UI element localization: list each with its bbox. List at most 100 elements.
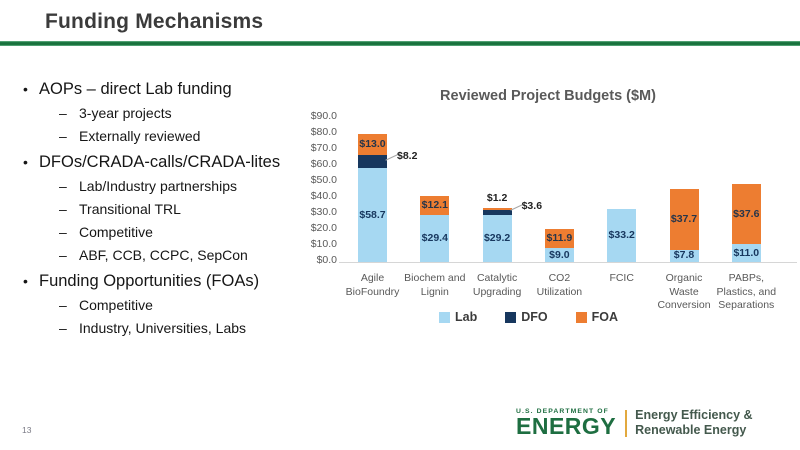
sub-bullet-label: Transitional TRL	[79, 201, 181, 217]
x-axis-line	[339, 262, 797, 263]
bar-segment-lab: $29.4	[420, 214, 450, 262]
bar-segment-lab: $9.0	[544, 247, 574, 262]
legend-label: Lab	[455, 310, 478, 324]
dash-icon: –	[59, 201, 67, 217]
bullet-label: DFOs/CRADA-calls/CRADA-lites	[39, 153, 281, 171]
dash-icon: –	[59, 105, 67, 121]
bullet-dfos: • DFOs/CRADA-calls/CRADA-lites	[12, 149, 307, 175]
y-axis-tick: $0.0	[316, 254, 337, 266]
bar-segment-lab: $58.7	[358, 168, 387, 262]
bullet-label: Funding Opportunities (FOAs)	[39, 272, 260, 290]
doe-eere-logo: U.S. DEPARTMENT OF ENERGY Energy Efficie…	[516, 408, 753, 438]
data-label: $13.0	[359, 138, 386, 151]
sub-bullet: – Competitive	[12, 294, 307, 317]
dash-icon: –	[59, 128, 67, 144]
data-label: $29.2	[483, 232, 511, 245]
stacked-bar: $33.2	[607, 208, 637, 262]
legend-item-foa: FOA	[575, 310, 619, 324]
slide-number: 13	[22, 425, 32, 435]
sub-bullet: – Competitive	[12, 221, 307, 244]
data-label: $7.8	[673, 249, 695, 262]
data-label: $37.6	[733, 208, 760, 221]
sub-bullet-label: Lab/Industry partnerships	[79, 178, 237, 194]
eere-label: Energy Efficiency & Renewable Energy	[635, 408, 752, 438]
bar-segment-foa: $12.1	[420, 195, 450, 215]
bar-segment-dfo	[358, 154, 387, 169]
y-axis-tick: $50.0	[310, 174, 337, 186]
sub-bullet: – Industry, Universities, Labs	[12, 317, 307, 340]
data-label: $9.0	[549, 248, 570, 261]
sub-bullet: – Transitional TRL	[12, 198, 307, 221]
bar-segment-foa: $37.6	[731, 184, 761, 245]
legend-swatch	[505, 311, 517, 323]
budget-stacked-bar-chart: Reviewed Project Budgets ($M) $90.0 $80.0…	[293, 86, 800, 348]
bullet-dot-icon: •	[23, 273, 28, 289]
y-axis-tick: $90.0	[310, 110, 337, 122]
sub-bullet: – Lab/Industry partnerships	[12, 175, 307, 198]
stacked-bar: $37.7 $7.8	[669, 189, 699, 262]
data-label: $11.0	[733, 246, 760, 259]
bullet-label: AOPs – direct Lab funding	[39, 80, 232, 98]
dash-icon: –	[59, 247, 67, 263]
sub-bullet: – Externally reviewed	[12, 125, 307, 148]
bar-segment-lab: $7.8	[669, 249, 699, 262]
data-label: $58.7	[359, 208, 386, 221]
chart-legend: Lab DFO FOA	[439, 310, 618, 324]
eere-line2: Renewable Energy	[635, 423, 747, 437]
bullet-foas: • Funding Opportunities (FOAs)	[12, 268, 307, 294]
title-underline-rule	[0, 41, 800, 46]
data-label: $33.2	[608, 229, 635, 242]
legend-swatch	[575, 311, 587, 323]
y-axis-tick: $60.0	[310, 158, 337, 170]
data-label: $12.1	[421, 199, 448, 212]
logo-divider	[625, 409, 628, 437]
x-axis-label: Biochem and Lignin	[404, 272, 466, 298]
bar-segment-lab: $29.2	[482, 215, 512, 262]
bar-segment-foa	[482, 207, 512, 210]
sub-bullet-label: Industry, Universities, Labs	[79, 320, 247, 336]
sub-bullet-label: Competitive	[79, 297, 153, 313]
bar-segment-foa: $11.9	[544, 228, 574, 248]
bar-segment-dfo	[482, 209, 512, 216]
y-axis-tick: $20.0	[310, 222, 337, 234]
sub-bullet-label: Externally reviewed	[79, 128, 201, 144]
y-axis-tick: $80.0	[310, 126, 337, 138]
bullet-dot-icon: •	[23, 154, 28, 170]
legend-swatch	[439, 311, 450, 323]
data-label: $11.9	[546, 231, 573, 244]
bullet-aops: • AOPs – direct Lab funding	[12, 76, 307, 102]
bullet-dot-icon: •	[23, 81, 28, 97]
sub-bullet-label: ABF, CCB, CCPC, SepCon	[79, 247, 248, 263]
chart-title: Reviewed Project Budgets ($M)	[440, 88, 656, 104]
sub-bullet-label: 3-year projects	[79, 105, 172, 121]
y-axis-tick: $30.0	[310, 206, 337, 218]
doe-logo-wordmark: U.S. DEPARTMENT OF ENERGY	[516, 408, 616, 438]
data-label-callout: $3.6	[521, 200, 543, 213]
stacked-bar: $12.1 $29.4	[420, 195, 450, 262]
data-label-callout: $8.2	[397, 149, 418, 162]
dash-icon: –	[59, 320, 67, 336]
legend-label: FOA	[591, 310, 619, 324]
dash-icon: –	[59, 178, 67, 194]
x-axis-label: FCIC	[609, 272, 634, 284]
x-axis-label: Agile BioFoundry	[345, 272, 400, 298]
sub-bullet: –3-year projects	[12, 102, 307, 125]
stacked-bar: $11.9 $9.0	[544, 228, 574, 262]
legend-item-lab: Lab	[439, 310, 477, 324]
sub-bullet-label: Competitive	[79, 224, 153, 240]
x-axis-label: Organic Waste Conversion	[657, 272, 711, 312]
x-axis-label: Catalytic Upgrading	[472, 272, 522, 298]
bar-segment-lab: $11.0	[731, 244, 761, 262]
sub-bullet: – ABF, CCB, CCPC, SepCon	[12, 244, 307, 267]
data-label: $37.7	[670, 213, 698, 226]
doe-dept-line: U.S. DEPARTMENT OF	[516, 408, 609, 416]
dash-icon: –	[59, 297, 67, 313]
stacked-bar: $29.2	[482, 207, 512, 262]
data-label: $29.4	[421, 232, 448, 245]
page-title: Funding Mechanisms	[45, 10, 264, 33]
y-axis-tick: $10.0	[310, 238, 337, 250]
legend-item-dfo: DFO	[505, 310, 548, 324]
y-axis-tick: $40.0	[310, 190, 337, 202]
x-axis-label: CO2 Utilization	[536, 272, 583, 298]
